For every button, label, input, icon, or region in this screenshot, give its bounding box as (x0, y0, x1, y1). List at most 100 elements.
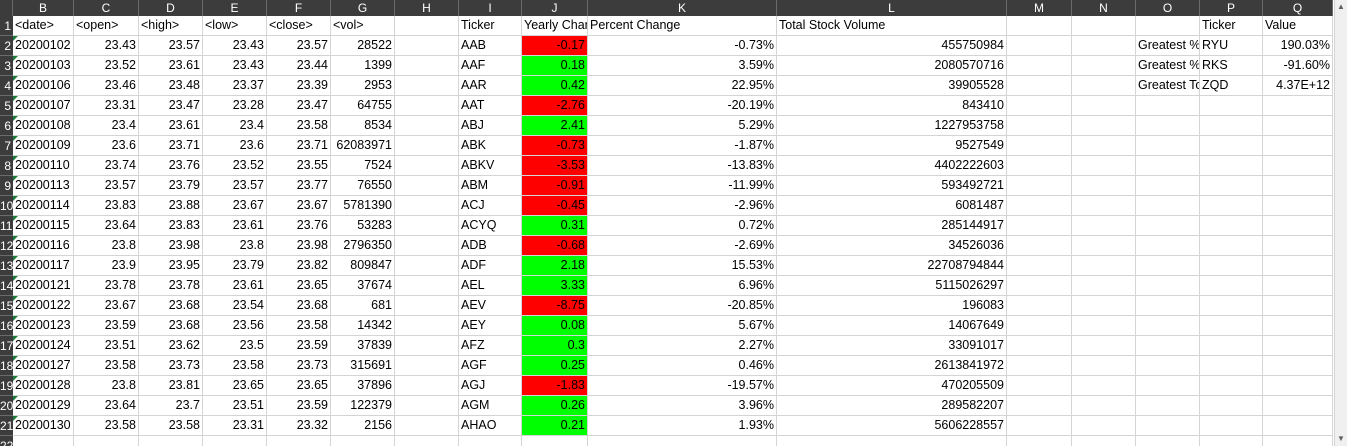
column-header-h[interactable]: H (395, 0, 459, 16)
yearly-change-cell[interactable]: -8.75 (522, 296, 588, 316)
value-cell[interactable]: 23.57 (267, 36, 331, 56)
summary-label-cell[interactable]: Greatest % Increase (1136, 36, 1200, 56)
date-cell[interactable]: 20200113 (13, 176, 74, 196)
grid-cell[interactable] (1263, 436, 1333, 446)
percent-change-cell[interactable]: -13.83% (588, 156, 777, 176)
grid-cell[interactable] (395, 336, 459, 356)
grid-cell[interactable] (395, 76, 459, 96)
grid-cell[interactable] (1136, 116, 1200, 136)
value-cell[interactable]: 23.74 (74, 156, 139, 176)
grid-cell[interactable] (1007, 16, 1072, 36)
value-cell[interactable]: 76550 (331, 176, 395, 196)
date-cell[interactable]: 20200130 (13, 416, 74, 436)
value-cell[interactable]: 23.61 (139, 116, 203, 136)
grid-cell[interactable] (395, 96, 459, 116)
ticker-cell[interactable]: AEL (459, 276, 522, 296)
value-cell[interactable]: 315691 (331, 356, 395, 376)
ticker-cell[interactable]: ABKV (459, 156, 522, 176)
ticker-cell[interactable]: AAB (459, 36, 522, 56)
grid-cell[interactable] (1200, 356, 1263, 376)
value-cell[interactable]: 23.62 (139, 336, 203, 356)
value-cell[interactable]: 23.46 (74, 76, 139, 96)
row-header[interactable]: 12 (0, 236, 13, 256)
yearly-change-cell[interactable]: 0.18 (522, 56, 588, 76)
yearly-change-cell[interactable]: -0.68 (522, 236, 588, 256)
grid-cell[interactable] (1136, 336, 1200, 356)
row-header[interactable]: 7 (0, 136, 13, 156)
row-header[interactable]: 22 (0, 436, 13, 446)
grid-cell[interactable] (1136, 16, 1200, 36)
date-cell[interactable]: 20200123 (13, 316, 74, 336)
yearly-change-cell[interactable]: 0.42 (522, 76, 588, 96)
percent-change-cell[interactable]: -11.99% (588, 176, 777, 196)
value-cell[interactable]: 23.6 (74, 136, 139, 156)
grid-cell[interactable] (1007, 56, 1072, 76)
grid-cell[interactable] (1007, 96, 1072, 116)
header-cell[interactable]: Ticker (1200, 16, 1263, 36)
total-volume-cell[interactable]: 2613841972 (777, 356, 1007, 376)
grid-cell[interactable] (1136, 216, 1200, 236)
value-cell[interactable]: 23.52 (203, 156, 267, 176)
value-cell[interactable]: 2953 (331, 76, 395, 96)
value-cell[interactable]: 23.48 (139, 76, 203, 96)
row-header[interactable]: 6 (0, 116, 13, 136)
row-header[interactable]: 1 (0, 16, 13, 36)
header-cell[interactable]: <date> (13, 16, 74, 36)
grid-cell[interactable] (522, 436, 588, 446)
total-volume-cell[interactable]: 455750984 (777, 36, 1007, 56)
value-cell[interactable]: 23.51 (74, 336, 139, 356)
row-header[interactable]: 2 (0, 36, 13, 56)
grid-cell[interactable] (1072, 296, 1136, 316)
value-cell[interactable]: 23.65 (267, 276, 331, 296)
grid-cell[interactable] (395, 416, 459, 436)
row-header[interactable]: 13 (0, 256, 13, 276)
grid-cell[interactable] (395, 356, 459, 376)
grid-cell[interactable] (1072, 176, 1136, 196)
ticker-cell[interactable]: AGF (459, 356, 522, 376)
vertical-scrollbar[interactable]: ▲ ▼ (1334, 0, 1347, 446)
value-cell[interactable]: 23.57 (203, 176, 267, 196)
ticker-cell[interactable]: ADB (459, 236, 522, 256)
value-cell[interactable]: 23.28 (203, 96, 267, 116)
grid-cell[interactable] (1200, 176, 1263, 196)
grid-cell[interactable] (1263, 216, 1333, 236)
grid-cell[interactable] (1072, 416, 1136, 436)
date-cell[interactable]: 20200109 (13, 136, 74, 156)
grid-cell[interactable] (1263, 376, 1333, 396)
yearly-change-cell[interactable]: -0.17 (522, 36, 588, 56)
grid-cell[interactable] (1200, 416, 1263, 436)
total-volume-cell[interactable]: 5115026297 (777, 276, 1007, 296)
ticker-cell[interactable]: AEY (459, 316, 522, 336)
date-cell[interactable]: 20200108 (13, 116, 74, 136)
percent-change-cell[interactable]: -0.73% (588, 36, 777, 56)
date-cell[interactable]: 20200122 (13, 296, 74, 316)
value-cell[interactable]: 23.43 (203, 36, 267, 56)
row-header[interactable]: 16 (0, 316, 13, 336)
row-header[interactable]: 14 (0, 276, 13, 296)
row-header[interactable]: 3 (0, 56, 13, 76)
value-cell[interactable]: 37839 (331, 336, 395, 356)
column-header-l[interactable]: L (777, 0, 1007, 16)
value-cell[interactable]: 23.57 (74, 176, 139, 196)
grid-cell[interactable] (1263, 176, 1333, 196)
grid-cell[interactable] (1072, 36, 1136, 56)
header-cell[interactable]: Value (1263, 16, 1333, 36)
grid-cell[interactable] (1136, 236, 1200, 256)
value-cell[interactable]: 23.58 (203, 356, 267, 376)
value-cell[interactable]: 53283 (331, 216, 395, 236)
yearly-change-cell[interactable]: 0.08 (522, 316, 588, 336)
value-cell[interactable]: 23.77 (267, 176, 331, 196)
value-cell[interactable]: 23.4 (203, 116, 267, 136)
grid-cell[interactable] (1200, 196, 1263, 216)
value-cell[interactable]: 2156 (331, 416, 395, 436)
header-cell[interactable]: <low> (203, 16, 267, 36)
grid-cell[interactable] (395, 156, 459, 176)
grid-cell[interactable] (1007, 416, 1072, 436)
summary-label-cell[interactable]: Greatest Total Volume (1136, 76, 1200, 96)
grid-cell[interactable] (1263, 116, 1333, 136)
grid-cell[interactable] (1200, 296, 1263, 316)
grid-cell[interactable] (1200, 336, 1263, 356)
value-cell[interactable]: 23.65 (203, 376, 267, 396)
value-cell[interactable]: 23.47 (139, 96, 203, 116)
grid-cell[interactable] (1263, 396, 1333, 416)
